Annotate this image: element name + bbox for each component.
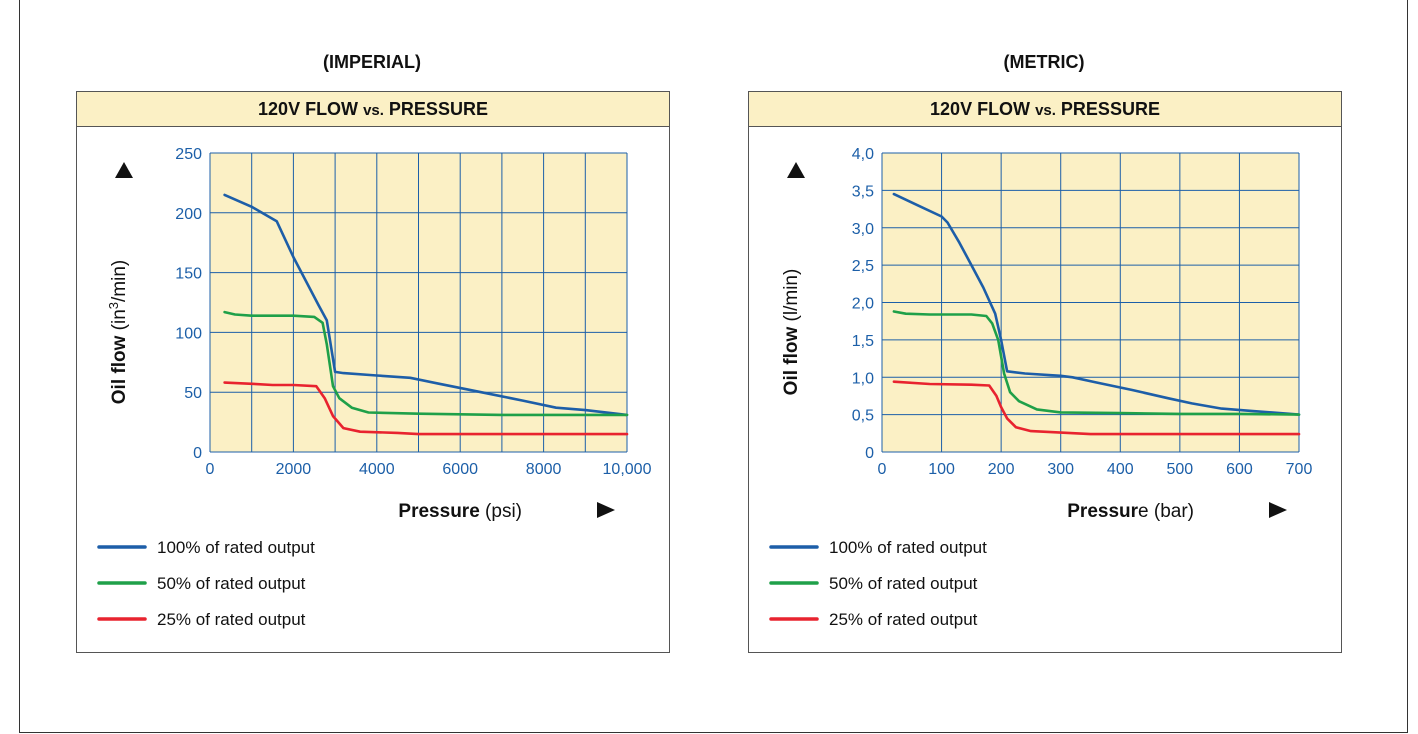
x-tick-label: 400 (1107, 461, 1134, 478)
x-axis-arrow-icon (597, 502, 615, 518)
y-axis-arrow-icon (787, 162, 805, 178)
y-tick-label: 250 (175, 146, 202, 163)
x-axis-label: Pressure (psi) (398, 501, 522, 522)
chart-svg-imperial: 0 2000 4000 6000 8000 10,000 0 50 100 150 200 250 Oi… (97, 146, 652, 629)
x-tick-label: 500 (1167, 461, 1194, 478)
y-tick-label: 2,5 (852, 258, 874, 275)
chart-header-metric: 120V FLOW vs. PRESSURE (749, 92, 1341, 127)
series-line (892, 310, 1301, 416)
section-title-imperial: (IMPERIAL) (323, 52, 421, 72)
series-line (892, 192, 1301, 416)
y-tick-label: 150 (175, 266, 202, 283)
x-tick-label: 10,000 (603, 461, 652, 478)
chart-title-end: PRESSURE (1055, 99, 1160, 119)
x-tick-label: 200 (988, 461, 1015, 478)
chart-svg-metric: 0 100 200 300 400 500 600 700 0 0,5 1,0 1,5 2,0 2,5 3,… (769, 146, 1313, 629)
legend-label: 100% of rated output (157, 538, 315, 557)
page-frame (19, 0, 1408, 733)
x-tick-label: 300 (1047, 461, 1074, 478)
x-tick-label: 0 (878, 461, 887, 478)
legend-label: 25% of rated output (157, 610, 306, 629)
legend-label: 50% of rated output (829, 574, 978, 593)
x-tick-label: 0 (206, 461, 215, 478)
section-title-metric: (METRIC) (1003, 52, 1085, 72)
x-tick-label: 2000 (276, 461, 312, 478)
chart-header-imperial: 120V FLOW vs. PRESSURE (77, 92, 669, 127)
series-line (223, 193, 629, 417)
chart-title-end: PRESSURE (383, 99, 488, 119)
y-tick-label: 1,0 (852, 370, 874, 387)
y-tick-label: 0 (193, 445, 202, 462)
y-tick-label: 4,0 (852, 146, 874, 163)
y-tick-label: 1,5 (852, 333, 874, 350)
y-tick-label: 0,5 (852, 408, 874, 425)
series-line (223, 381, 629, 436)
chart-title-main: 120V FLOW (930, 99, 1036, 119)
x-tick-label: 100 (928, 461, 955, 478)
legend-label: 25% of rated output (829, 610, 978, 629)
legend-label: 100% of rated output (829, 538, 987, 557)
chart-title-main: 120V FLOW (258, 99, 364, 119)
y-tick-label: 50 (184, 385, 202, 402)
y-axis-label: Oil flow (in3/min) (106, 260, 131, 404)
x-tick-label: 6000 (442, 461, 478, 478)
x-tick-label: 8000 (526, 461, 562, 478)
y-tick-label: 3,0 (852, 221, 874, 238)
y-axis-arrow-icon (115, 162, 133, 178)
x-tick-label: 600 (1226, 461, 1253, 478)
x-tick-label: 4000 (359, 461, 395, 478)
y-tick-label: 200 (175, 206, 202, 223)
x-tick-label: 700 (1286, 461, 1313, 478)
chart-title-vs: vs. (363, 102, 384, 119)
series-line (223, 310, 629, 417)
x-axis-label: Pressure (bar) (1067, 501, 1194, 522)
chart-title-vs: vs. (1035, 102, 1056, 119)
chart-panel-metric: 120V FLOW vs. PRESSURE 0 100 200 300 400 500 6… (748, 91, 1342, 653)
y-axis-label: Oil flow (l/min) (781, 269, 802, 396)
chart-panel-imperial: 120V FLOW vs. PRESSURE 0 2000 4000 6000 8000… (76, 91, 670, 653)
y-tick-label: 0 (865, 445, 874, 462)
y-tick-label: 100 (175, 325, 202, 342)
legend-label: 50% of rated output (157, 574, 306, 593)
y-tick-label: 3,5 (852, 183, 874, 200)
y-tick-label: 2,0 (852, 296, 874, 313)
series-line (892, 380, 1301, 436)
x-axis-arrow-icon (1269, 502, 1287, 518)
